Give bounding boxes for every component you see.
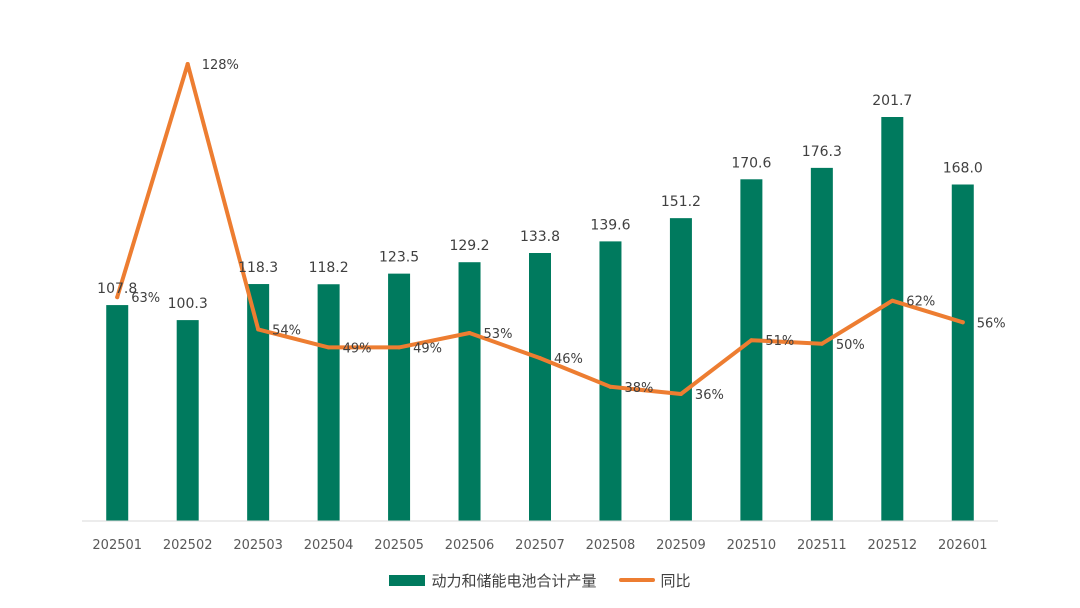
yoy-value-label-202505: 49% (413, 341, 442, 356)
bar-value-label-202508: 139.6 (590, 217, 630, 233)
x-axis-ticks: 202501 202502 202503 202504 202505 202506 2025… (92, 538, 987, 553)
bar-202503 (247, 284, 270, 521)
yoy-point-202510 (749, 338, 754, 343)
yoy-value-label-202510: 51% (765, 334, 794, 349)
yoy-value-label-202508: 38% (624, 381, 653, 396)
yoy-point-202509 (678, 392, 683, 396)
bar-202512 (881, 117, 904, 521)
yoy-point-202504 (326, 345, 331, 350)
yoy-value-label-202506: 53% (484, 327, 513, 342)
yoy-value-label-202512: 62% (906, 295, 935, 310)
bar-202501 (106, 305, 129, 521)
legend-item-bar: 动力和储能电池合计产量 (389, 570, 597, 591)
bar-value-label-202505: 123.5 (379, 250, 419, 266)
line-series (115, 62, 965, 396)
x-tick-label-202502: 202502 (163, 538, 213, 553)
bar-202505 (388, 273, 411, 521)
legend: 动力和储能电池合计产量 同比 (0, 566, 1080, 594)
x-tick-label-202601: 202601 (938, 538, 988, 553)
bar-202502 (176, 320, 199, 521)
yoy-point-202505 (397, 345, 402, 350)
yoy-value-label-202509: 36% (695, 388, 724, 403)
x-tick-label-202501: 202501 (92, 538, 142, 553)
x-tick-label-202508: 202508 (586, 538, 636, 553)
bar-202508 (599, 241, 622, 521)
bar-202507 (529, 253, 551, 521)
bar-value-label-202511: 176.3 (802, 144, 842, 160)
bar-value-label-202506: 129.2 (449, 238, 489, 254)
bar-value-label-202601: 168.0 (943, 161, 983, 177)
bar-value-label-202509: 151.2 (661, 194, 701, 210)
yoy-value-label-202503: 54% (272, 323, 301, 338)
yoy-value-label-202501: 63% (131, 291, 160, 306)
yoy-point-202503 (256, 327, 261, 332)
bar-series (106, 117, 974, 522)
bar-data-labels: 107.8 100.3 118.3 118.2 123.5 129.2 133.8 139.6… (97, 93, 983, 312)
yoy-value-label-202511: 50% (836, 338, 865, 353)
yoy-point-202502 (185, 62, 190, 66)
yoy-point-202501 (115, 295, 120, 300)
line-data-labels: 63% 128% 54% 49% 49% 53% 46% 38% 36% 51% 50% 62% 56% (131, 58, 1005, 403)
yoy-value-label-202601: 56% (977, 316, 1006, 331)
yoy-value-label-202502: 128% (202, 58, 239, 73)
bar-202506 (458, 262, 481, 521)
legend-line-label: 同比 (660, 571, 691, 590)
legend-item-line: 同比 (618, 570, 691, 591)
bar-value-label-202503: 118.3 (238, 260, 278, 276)
bar-value-label-202512: 201.7 (872, 93, 912, 109)
x-tick-label-202509: 202509 (656, 538, 706, 553)
x-tick-label-202510: 202510 (727, 538, 777, 553)
yoy-point-202506 (467, 331, 472, 336)
yoy-value-label-202507: 46% (554, 352, 583, 367)
legend-line-swatch (618, 578, 655, 582)
bar-202601 (951, 184, 974, 521)
yoy-point-202507 (538, 356, 542, 361)
bar-202504 (317, 284, 340, 521)
yoy-point-202511 (819, 341, 824, 346)
yoy-point-202512 (890, 298, 895, 303)
bar-value-label-202501: 107.8 (97, 281, 137, 297)
bar-202509 (669, 218, 692, 522)
yoy-value-label-202504: 49% (343, 341, 372, 356)
legend-bar-swatch (389, 574, 426, 586)
bar-value-label-202510: 170.6 (731, 155, 771, 171)
yoy-point-202601 (960, 320, 965, 325)
yoy-point-202508 (608, 384, 613, 389)
bar-202510 (740, 179, 763, 521)
legend-bar-label: 动力和储能电池合计产量 (431, 571, 597, 590)
x-tick-label-202504: 202504 (304, 538, 354, 553)
x-tick-label-202503: 202503 (233, 538, 283, 553)
x-tick-label-202506: 202506 (445, 538, 495, 553)
x-tick-label-202512: 202512 (867, 538, 917, 553)
x-tick-label-202505: 202505 (374, 538, 424, 553)
bar-value-label-202507: 133.8 (520, 229, 560, 245)
bar-value-label-202502: 100.3 (168, 296, 208, 312)
x-tick-label-202511: 202511 (797, 538, 847, 553)
bar-value-label-202504: 118.2 (309, 260, 349, 276)
x-tick-label-202507: 202507 (515, 538, 565, 553)
